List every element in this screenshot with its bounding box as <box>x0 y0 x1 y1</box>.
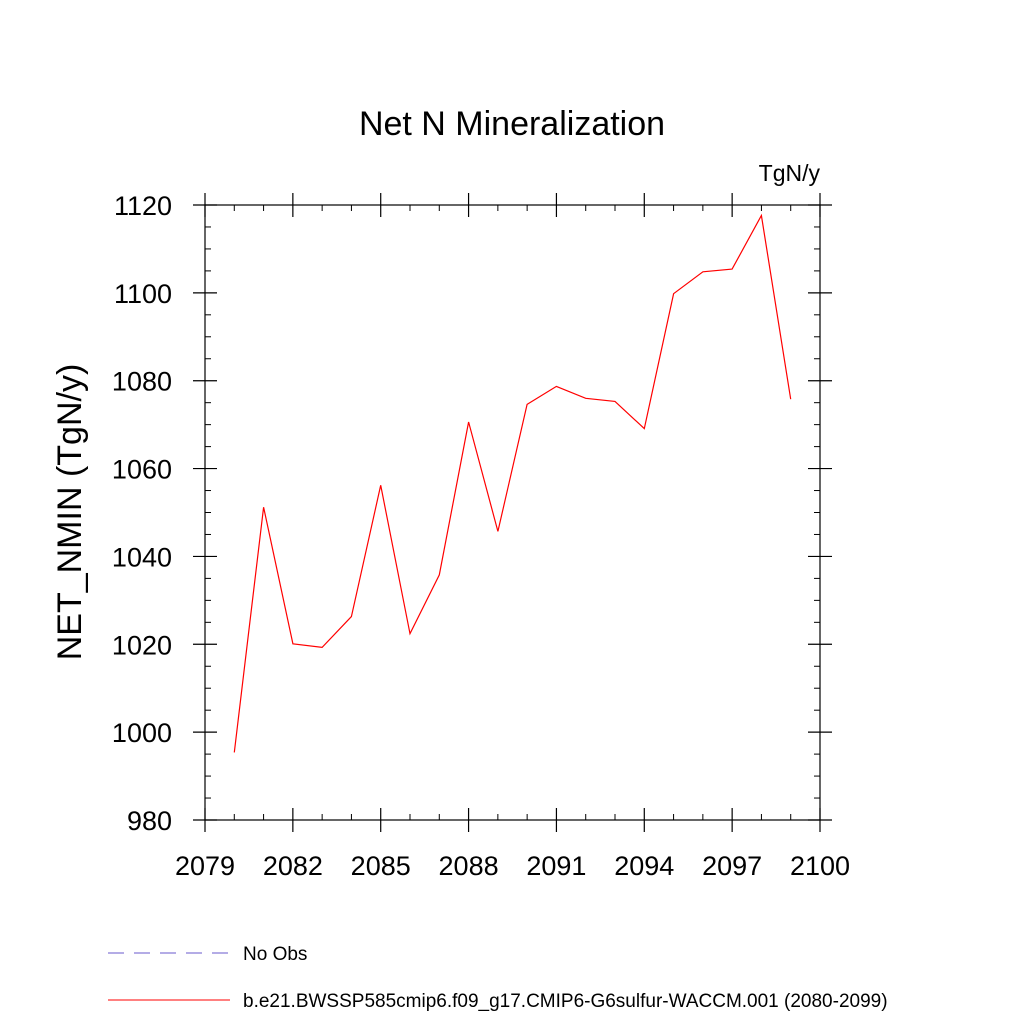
plot-area: 2079 2082 2085 2088 2091 2094 2097 2100 980 1000 1… <box>112 191 850 881</box>
units-label: TgN/y <box>759 160 821 186</box>
y-tick-label: 1040 <box>112 542 172 572</box>
plot-frame <box>204 204 821 821</box>
chart-title: Net N Mineralization <box>359 105 665 143</box>
x-tick-label: 2082 <box>263 851 323 881</box>
x-tick-label: 2094 <box>614 851 674 881</box>
y-tick-label: 1060 <box>112 455 172 485</box>
x-tick-label: 2100 <box>790 851 850 881</box>
y-tick-label: 1000 <box>112 718 172 748</box>
x-tick-label: 2091 <box>526 851 586 881</box>
y-tick-label: 1120 <box>114 191 172 221</box>
legend-label: b.e21.BWSSP585cmip6.f09_g17.CMIP6-G6sulf… <box>243 991 888 1012</box>
legend-label: No Obs <box>243 944 307 965</box>
series-line <box>233 213 792 753</box>
y-tick-label: 1020 <box>112 630 172 660</box>
y-tick-label: 1100 <box>114 279 172 309</box>
legend: No Obs b.e21.BWSSP585cmip6.f09_g17.CMIP6-… <box>108 944 888 1012</box>
y-axis-label: NET_NMIN (TgN/y) <box>51 364 89 661</box>
x-tick-label: 2088 <box>439 851 499 881</box>
x-tick-label: 2085 <box>351 851 411 881</box>
y-tick-label: 1080 <box>112 367 172 397</box>
y-tick-label: 980 <box>127 806 172 836</box>
x-tick-label: 2097 <box>702 851 762 881</box>
x-tick-label: 2079 <box>175 851 235 881</box>
